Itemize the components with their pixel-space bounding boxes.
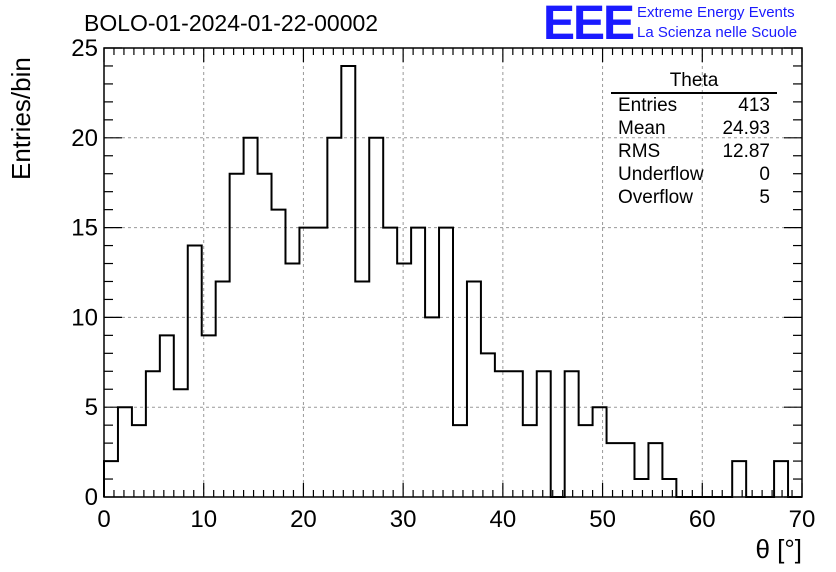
y-tick-label: 25 xyxy=(71,35,98,62)
histogram-bin xyxy=(146,371,160,497)
histogram-bin xyxy=(369,138,383,497)
stats-label: Entries xyxy=(618,95,678,116)
histogram-bin xyxy=(439,228,453,497)
stats-label: RMS xyxy=(618,141,661,162)
histogram-bin xyxy=(481,353,495,497)
stats-label: Overflow xyxy=(618,187,693,208)
histogram-bin xyxy=(230,174,244,497)
histogram-outline xyxy=(103,64,802,498)
histogram-bin xyxy=(774,461,788,497)
logo-line-1: Extreme Energy Events xyxy=(637,4,795,21)
y-tick-label: 5 xyxy=(85,394,98,421)
stats-value: 12.87 xyxy=(722,141,770,162)
stats-row-underflow: Underflow 0 xyxy=(611,163,777,186)
histogram-title: BOLO-01-2024-01-22-00002 xyxy=(84,10,379,36)
histogram-bin xyxy=(118,407,132,497)
histogram-bin xyxy=(648,443,662,497)
y-tick-label: 0 xyxy=(85,484,98,511)
histogram-bin xyxy=(327,138,341,497)
stats-label: Underflow xyxy=(618,164,704,185)
y-tick-label: 20 xyxy=(71,125,98,152)
histogram-bin xyxy=(397,264,411,497)
histogram-bin xyxy=(313,228,327,497)
stats-row-entries: Entries 413 xyxy=(611,94,777,117)
y-tick-label: 15 xyxy=(71,215,98,242)
histogram-bin xyxy=(216,281,230,497)
y-axis-label: Entries/bin xyxy=(6,57,36,180)
histogram-bin xyxy=(272,210,286,497)
histogram-bin xyxy=(453,425,467,497)
x-tick-label: 0 xyxy=(97,506,110,533)
histogram-bars xyxy=(103,64,802,498)
stats-value: 0 xyxy=(759,164,770,185)
histogram-bin xyxy=(662,479,676,497)
histogram-bin xyxy=(732,461,746,497)
x-tick-label: 50 xyxy=(589,506,616,533)
histogram-bin xyxy=(188,246,202,497)
eee-logo: EEE xyxy=(543,0,635,50)
histogram-bin xyxy=(467,281,481,497)
stats-row-overflow: Overflow 5 xyxy=(611,186,777,209)
histogram-bin xyxy=(244,138,258,497)
histogram-bin xyxy=(132,425,146,497)
histogram-bin xyxy=(537,371,551,497)
logo-line-2: La Scienza nelle Scuole xyxy=(637,24,798,41)
histogram-bin xyxy=(509,371,523,497)
histogram-bin xyxy=(383,228,397,497)
histogram-bin xyxy=(285,264,299,497)
stats-row-mean: Mean 24.93 xyxy=(611,117,777,140)
histogram-bin xyxy=(258,174,272,497)
stats-label: Mean xyxy=(618,118,666,139)
histogram-bin xyxy=(634,479,648,497)
x-axis-label: θ [°] xyxy=(755,534,802,564)
histogram-bin xyxy=(607,443,621,497)
x-tick-label: 40 xyxy=(490,506,517,533)
stats-box: Theta Entries 413 Mean 24.93 RMS 12.87 U… xyxy=(611,70,777,209)
histogram-bin xyxy=(425,317,439,497)
histogram-bin xyxy=(621,443,635,497)
histogram-bin xyxy=(202,335,216,497)
x-tick-label: 60 xyxy=(689,506,716,533)
x-tick-label: 20 xyxy=(290,506,317,533)
x-tick-label: 10 xyxy=(190,506,217,533)
stats-value: 5 xyxy=(759,187,770,208)
histogram-bin xyxy=(160,335,174,497)
stats-value: 24.93 xyxy=(722,118,770,139)
histogram-bin xyxy=(355,281,369,497)
histogram-bin xyxy=(174,389,188,497)
histogram-bin xyxy=(495,371,509,497)
histogram-bin xyxy=(341,66,355,497)
axis-ticks xyxy=(103,47,803,498)
stats-title: Theta xyxy=(611,70,777,94)
histogram-bin xyxy=(593,407,607,497)
x-tick-label: 30 xyxy=(390,506,417,533)
y-tick-label: 10 xyxy=(71,304,98,331)
histogram-bin xyxy=(411,228,425,497)
histogram-bin xyxy=(523,425,537,497)
histogram-bin xyxy=(299,228,313,497)
histogram-bin xyxy=(579,425,593,497)
histogram-bin xyxy=(565,371,579,497)
stats-row-rms: RMS 12.87 xyxy=(611,140,777,163)
x-tick-label: 70 xyxy=(789,506,816,533)
stats-value: 413 xyxy=(738,95,770,116)
